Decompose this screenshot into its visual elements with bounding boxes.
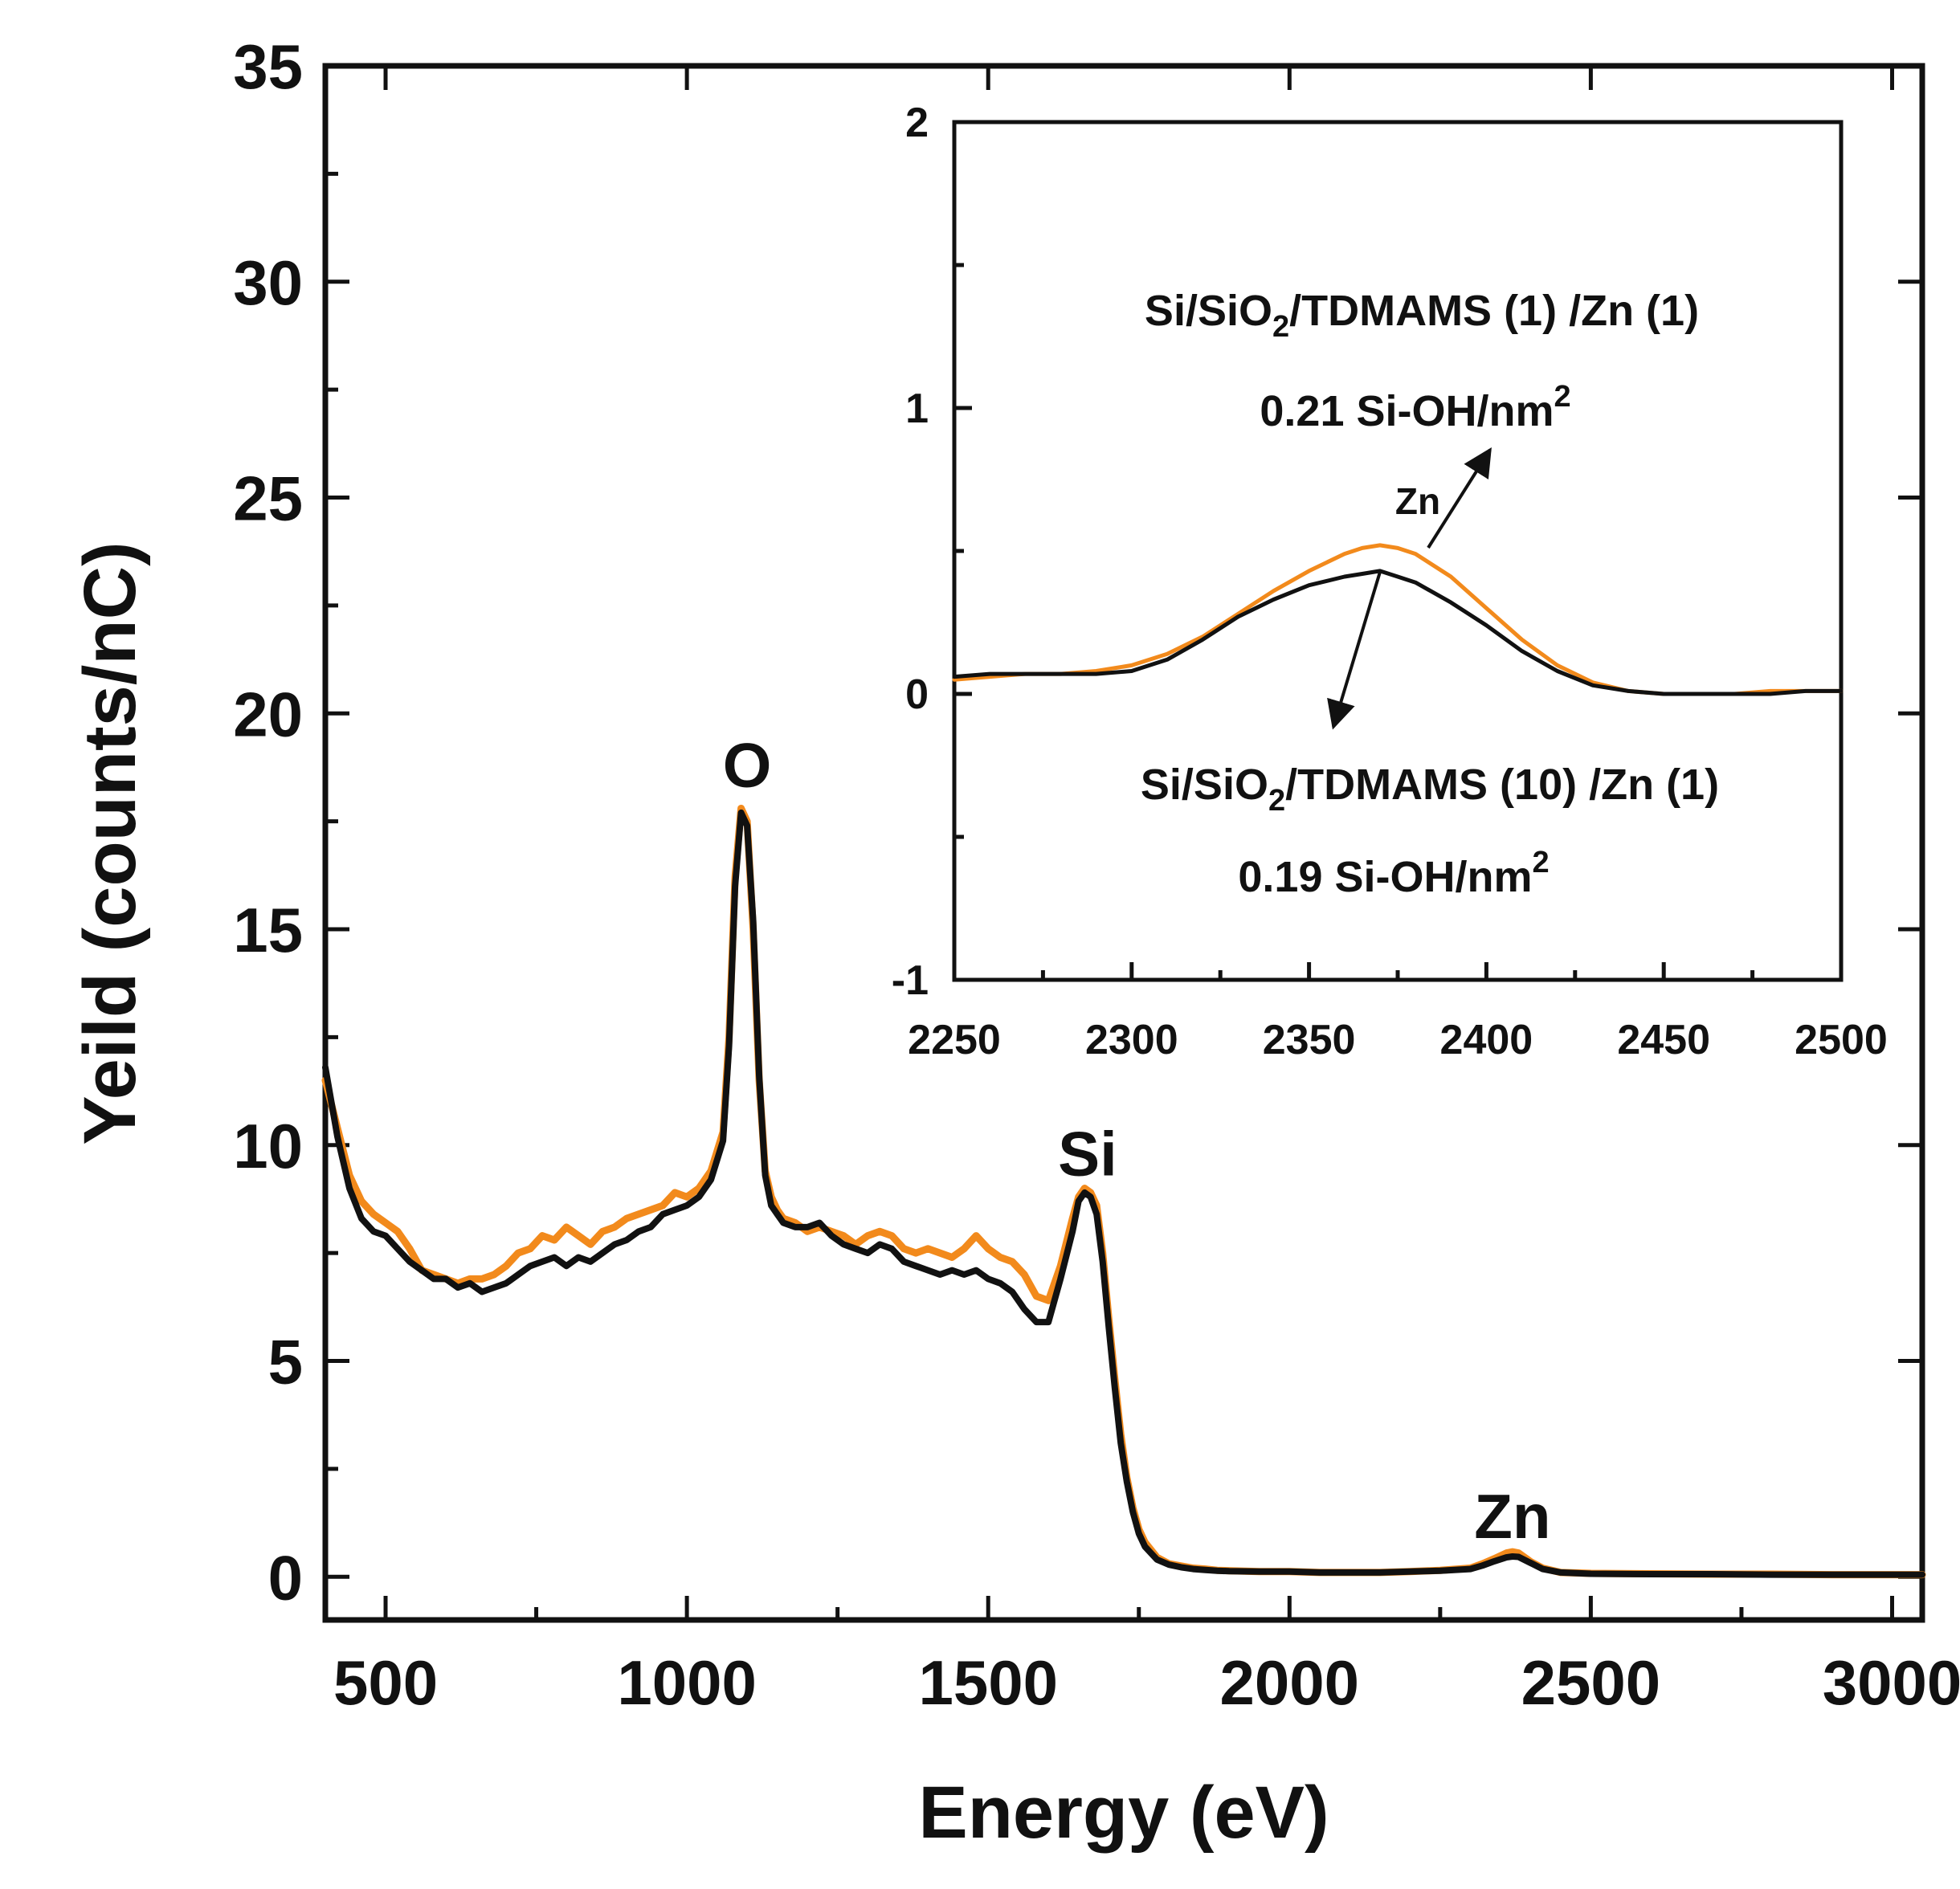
inset-y-tick-label: -1 — [892, 957, 929, 1004]
y-tick-label: 20 — [233, 679, 303, 749]
peak-label-si: Si — [1058, 1118, 1117, 1189]
lower-sample-rest: /TDMAMS (10) /Zn (1) — [1285, 761, 1719, 809]
main-series — [321, 805, 1926, 1579]
inset-x-tick-label: 2450 — [1617, 1017, 1710, 1063]
upper-sample-main: Si/SiO — [1145, 287, 1272, 335]
y-tick-label: 35 — [233, 31, 303, 102]
y-tick-label: 0 — [268, 1542, 303, 1613]
upper-sample-rest: /TDMAMS (1) /Zn (1) — [1289, 287, 1699, 335]
inset-upper-sample-label: Si/SiO2/TDMAMS (1) /Zn (1) — [1145, 287, 1699, 344]
lower-arrow — [1327, 571, 1382, 730]
y-tick-label: 25 — [233, 463, 303, 534]
inset-upper-density-label: 0.21 Si-OH/nm2 — [1260, 380, 1570, 435]
inset-ticks — [952, 120, 1844, 982]
peak-label-zn: Zn — [1474, 1481, 1550, 1552]
inset-background — [954, 122, 1841, 980]
x-tick-label: 1500 — [918, 1647, 1058, 1718]
inset-labels: 2250 2300 2350 2400 2450 2500 -1 0 1 2 — [892, 100, 1888, 1063]
upper-arrow — [1427, 447, 1492, 549]
main-peak-labels: O Si Zn — [723, 730, 1551, 1552]
y-tick-label: 5 — [268, 1327, 303, 1397]
inset-y-tick-label: 1 — [905, 386, 929, 432]
inset-lower-density-label: 0.19 Si-OH/nm2 — [1238, 846, 1549, 901]
lower-density-sup: 2 — [1532, 846, 1549, 879]
upper-density-main: 0.21 Si-OH/nm — [1260, 387, 1554, 435]
upper-sample-sub: 2 — [1272, 310, 1289, 344]
x-tick-label: 500 — [333, 1647, 438, 1718]
y-tick-label: 30 — [233, 247, 303, 318]
x-tick-label: 2000 — [1220, 1647, 1360, 1718]
y-tick-label: 15 — [233, 895, 303, 965]
inset-y-tick-label: 2 — [905, 100, 929, 146]
inset-x-tick-label: 2500 — [1795, 1017, 1888, 1063]
inset-x-tick-label: 2250 — [908, 1017, 1001, 1063]
lower-density-main: 0.19 Si-OH/nm — [1238, 853, 1532, 901]
inset-series — [952, 543, 1844, 696]
inset-x-tick-label: 2350 — [1263, 1017, 1356, 1063]
inset-x-tick-label: 2400 — [1440, 1017, 1533, 1063]
main-plot-frame — [322, 63, 1925, 1623]
main-series-line-2 — [322, 809, 1925, 1578]
inset-lower-sample-label: Si/SiO2/TDMAMS (10) /Zn (1) — [1141, 761, 1719, 818]
y-tick-label: 10 — [233, 1111, 303, 1181]
inset-y-tick-label: 0 — [905, 671, 929, 718]
inset-peak-label: Zn — [1395, 480, 1440, 522]
lower-sample-sub: 2 — [1268, 784, 1285, 818]
inset-x-tick-label: 2300 — [1085, 1017, 1178, 1063]
upper-density-sup: 2 — [1554, 380, 1570, 414]
inset-series-line-2 — [952, 569, 1844, 696]
x-tick-label: 3000 — [1823, 1647, 1960, 1718]
x-tick-label: 2500 — [1521, 1647, 1661, 1718]
peak-label-o: O — [723, 730, 772, 801]
x-axis-title: Energy (eV) — [918, 1772, 1329, 1854]
lower-sample-main: Si/SiO — [1141, 761, 1268, 809]
x-tick-label: 1000 — [617, 1647, 757, 1718]
y-axis-title: Yeild (counts/nC) — [69, 541, 151, 1144]
